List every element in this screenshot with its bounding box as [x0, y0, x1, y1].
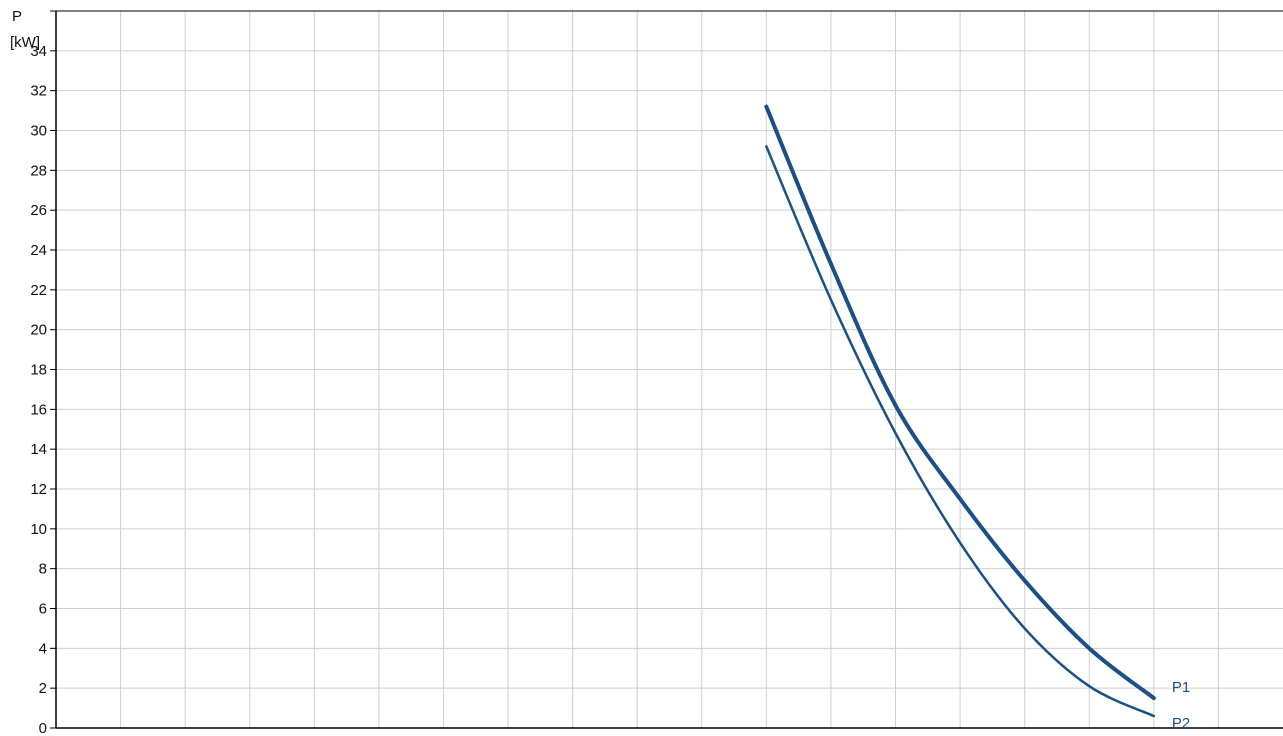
y-tick-label: 2 [39, 680, 47, 697]
y-tick-label: 22 [30, 282, 47, 299]
y-tick-label: 10 [30, 521, 47, 538]
y-tick-label: 16 [30, 401, 47, 418]
y-tick-label: 26 [30, 202, 47, 219]
y-tick-label: 18 [30, 362, 47, 379]
y-tick-label: 28 [30, 162, 47, 179]
y-tick-label: 8 [39, 561, 47, 578]
y-tick-label: 20 [30, 322, 47, 339]
y-tick-label: 34 [30, 43, 47, 60]
y-tick-label: 0 [39, 720, 47, 736]
y-tick-label: 4 [39, 640, 47, 657]
series-label-p1: P1 [1172, 679, 1190, 696]
y-tick-label: 14 [30, 441, 47, 458]
y-tick-label: 24 [30, 242, 47, 259]
chart-series: P1 P2 [764, 104, 1190, 732]
y-axis-unit: [kW] [10, 34, 40, 51]
series-line-p1 [764, 104, 1156, 701]
y-tick-label: 32 [30, 83, 47, 100]
y-tick-label: 6 [39, 601, 47, 618]
chart-grid [56, 10, 1283, 728]
series-label-p2: P2 [1172, 715, 1190, 732]
y-tick-label: 12 [30, 481, 47, 498]
y-axis-label: P [12, 8, 22, 25]
y-tick-label: 30 [30, 123, 47, 140]
series-line-p2 [765, 145, 1156, 718]
